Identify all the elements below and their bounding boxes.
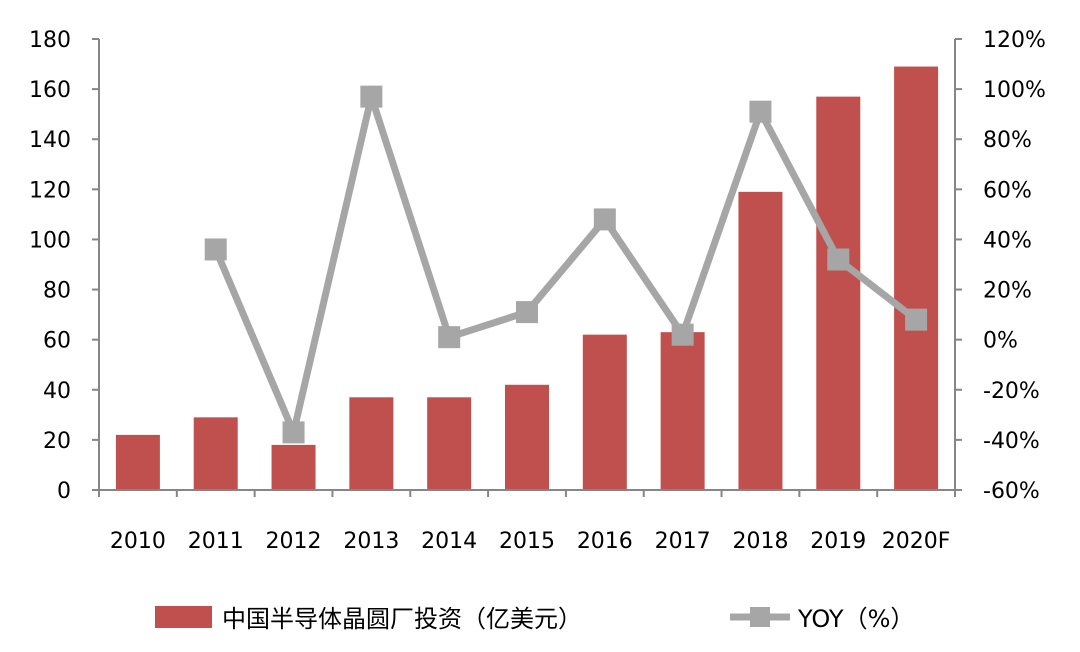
yoy-marker-2016 bbox=[593, 208, 616, 231]
bar-2014 bbox=[427, 397, 472, 490]
bar-2020F bbox=[894, 66, 939, 491]
right-tick-label: 100% bbox=[983, 78, 1046, 103]
left-tick-label: 180 bbox=[29, 28, 71, 53]
right-tick-label: -40% bbox=[983, 429, 1040, 454]
bar-2016 bbox=[582, 334, 627, 490]
yoy-marker-2012 bbox=[282, 421, 305, 444]
left-tick-label: 120 bbox=[29, 178, 71, 203]
x-tick-label: 2014 bbox=[421, 529, 477, 554]
yoy-marker-2020F bbox=[905, 308, 928, 331]
left-tick-label: 60 bbox=[43, 329, 71, 354]
x-tick-label: 2016 bbox=[577, 529, 633, 554]
right-tick-label: 80% bbox=[983, 128, 1032, 153]
legend-line-marker bbox=[750, 607, 770, 627]
left-tick-label: 40 bbox=[43, 379, 71, 404]
x-tick-label: 2015 bbox=[499, 529, 555, 554]
legend-line-label: YOY（%） bbox=[797, 605, 914, 633]
x-tick-label: 2017 bbox=[655, 529, 711, 554]
yoy-line bbox=[212, 93, 919, 436]
yoy-line-layer bbox=[204, 85, 928, 444]
right-tick-label: 120% bbox=[983, 28, 1046, 53]
right-tick-label: 40% bbox=[983, 228, 1032, 253]
left-tick-label: 80 bbox=[43, 279, 71, 304]
x-tick-label: 2018 bbox=[732, 529, 788, 554]
yoy-marker-2019 bbox=[827, 248, 850, 271]
bar-2010 bbox=[115, 434, 160, 490]
legend: 中国半导体晶圆厂投资（亿美元） YOY（%） bbox=[155, 605, 914, 633]
yoy-marker-2015 bbox=[516, 301, 538, 324]
ticks-layer: 0 20 40 60 80 100 120 140 160 180 -60% -40% -20% 0% 20… bbox=[29, 28, 1046, 554]
bar-2012 bbox=[271, 444, 316, 490]
legend-bar-swatch bbox=[155, 606, 212, 628]
x-tick-label: 2012 bbox=[266, 529, 322, 554]
x-tick-label: 2011 bbox=[188, 529, 244, 554]
yoy-marker-2011 bbox=[204, 238, 227, 261]
bar-2019 bbox=[816, 96, 861, 490]
bar-2013 bbox=[349, 397, 394, 490]
left-tick-label: 100 bbox=[29, 228, 71, 253]
x-tick-label: 2020F bbox=[882, 529, 951, 554]
right-tick-label: -20% bbox=[983, 379, 1040, 404]
bars-layer bbox=[115, 66, 939, 491]
right-tick-label: 20% bbox=[983, 279, 1032, 304]
left-tick-label: 0 bbox=[57, 479, 71, 504]
right-tick-label: 0% bbox=[983, 329, 1018, 354]
bar-2011 bbox=[193, 417, 238, 490]
yoy-marker-2014 bbox=[438, 326, 461, 349]
bar-2018 bbox=[738, 191, 783, 491]
right-tick-label: 60% bbox=[983, 178, 1032, 203]
legend-bar-label: 中国半导体晶圆厂投资（亿美元） bbox=[222, 605, 582, 633]
axes-layer bbox=[98, 39, 956, 491]
x-tick-label: 2013 bbox=[343, 529, 399, 554]
left-tick-label: 20 bbox=[43, 429, 71, 454]
x-tick-label: 2010 bbox=[110, 529, 166, 554]
yoy-marker-2013 bbox=[360, 85, 383, 108]
bar-2017 bbox=[660, 332, 705, 490]
bar-2015 bbox=[505, 384, 549, 490]
left-tick-label: 160 bbox=[29, 78, 71, 103]
left-tick-label: 140 bbox=[29, 128, 71, 153]
yoy-marker-2018 bbox=[749, 100, 772, 123]
yoy-marker-2017 bbox=[671, 323, 694, 346]
x-tick-label: 2019 bbox=[810, 529, 866, 554]
right-tick-label: -60% bbox=[983, 479, 1040, 504]
